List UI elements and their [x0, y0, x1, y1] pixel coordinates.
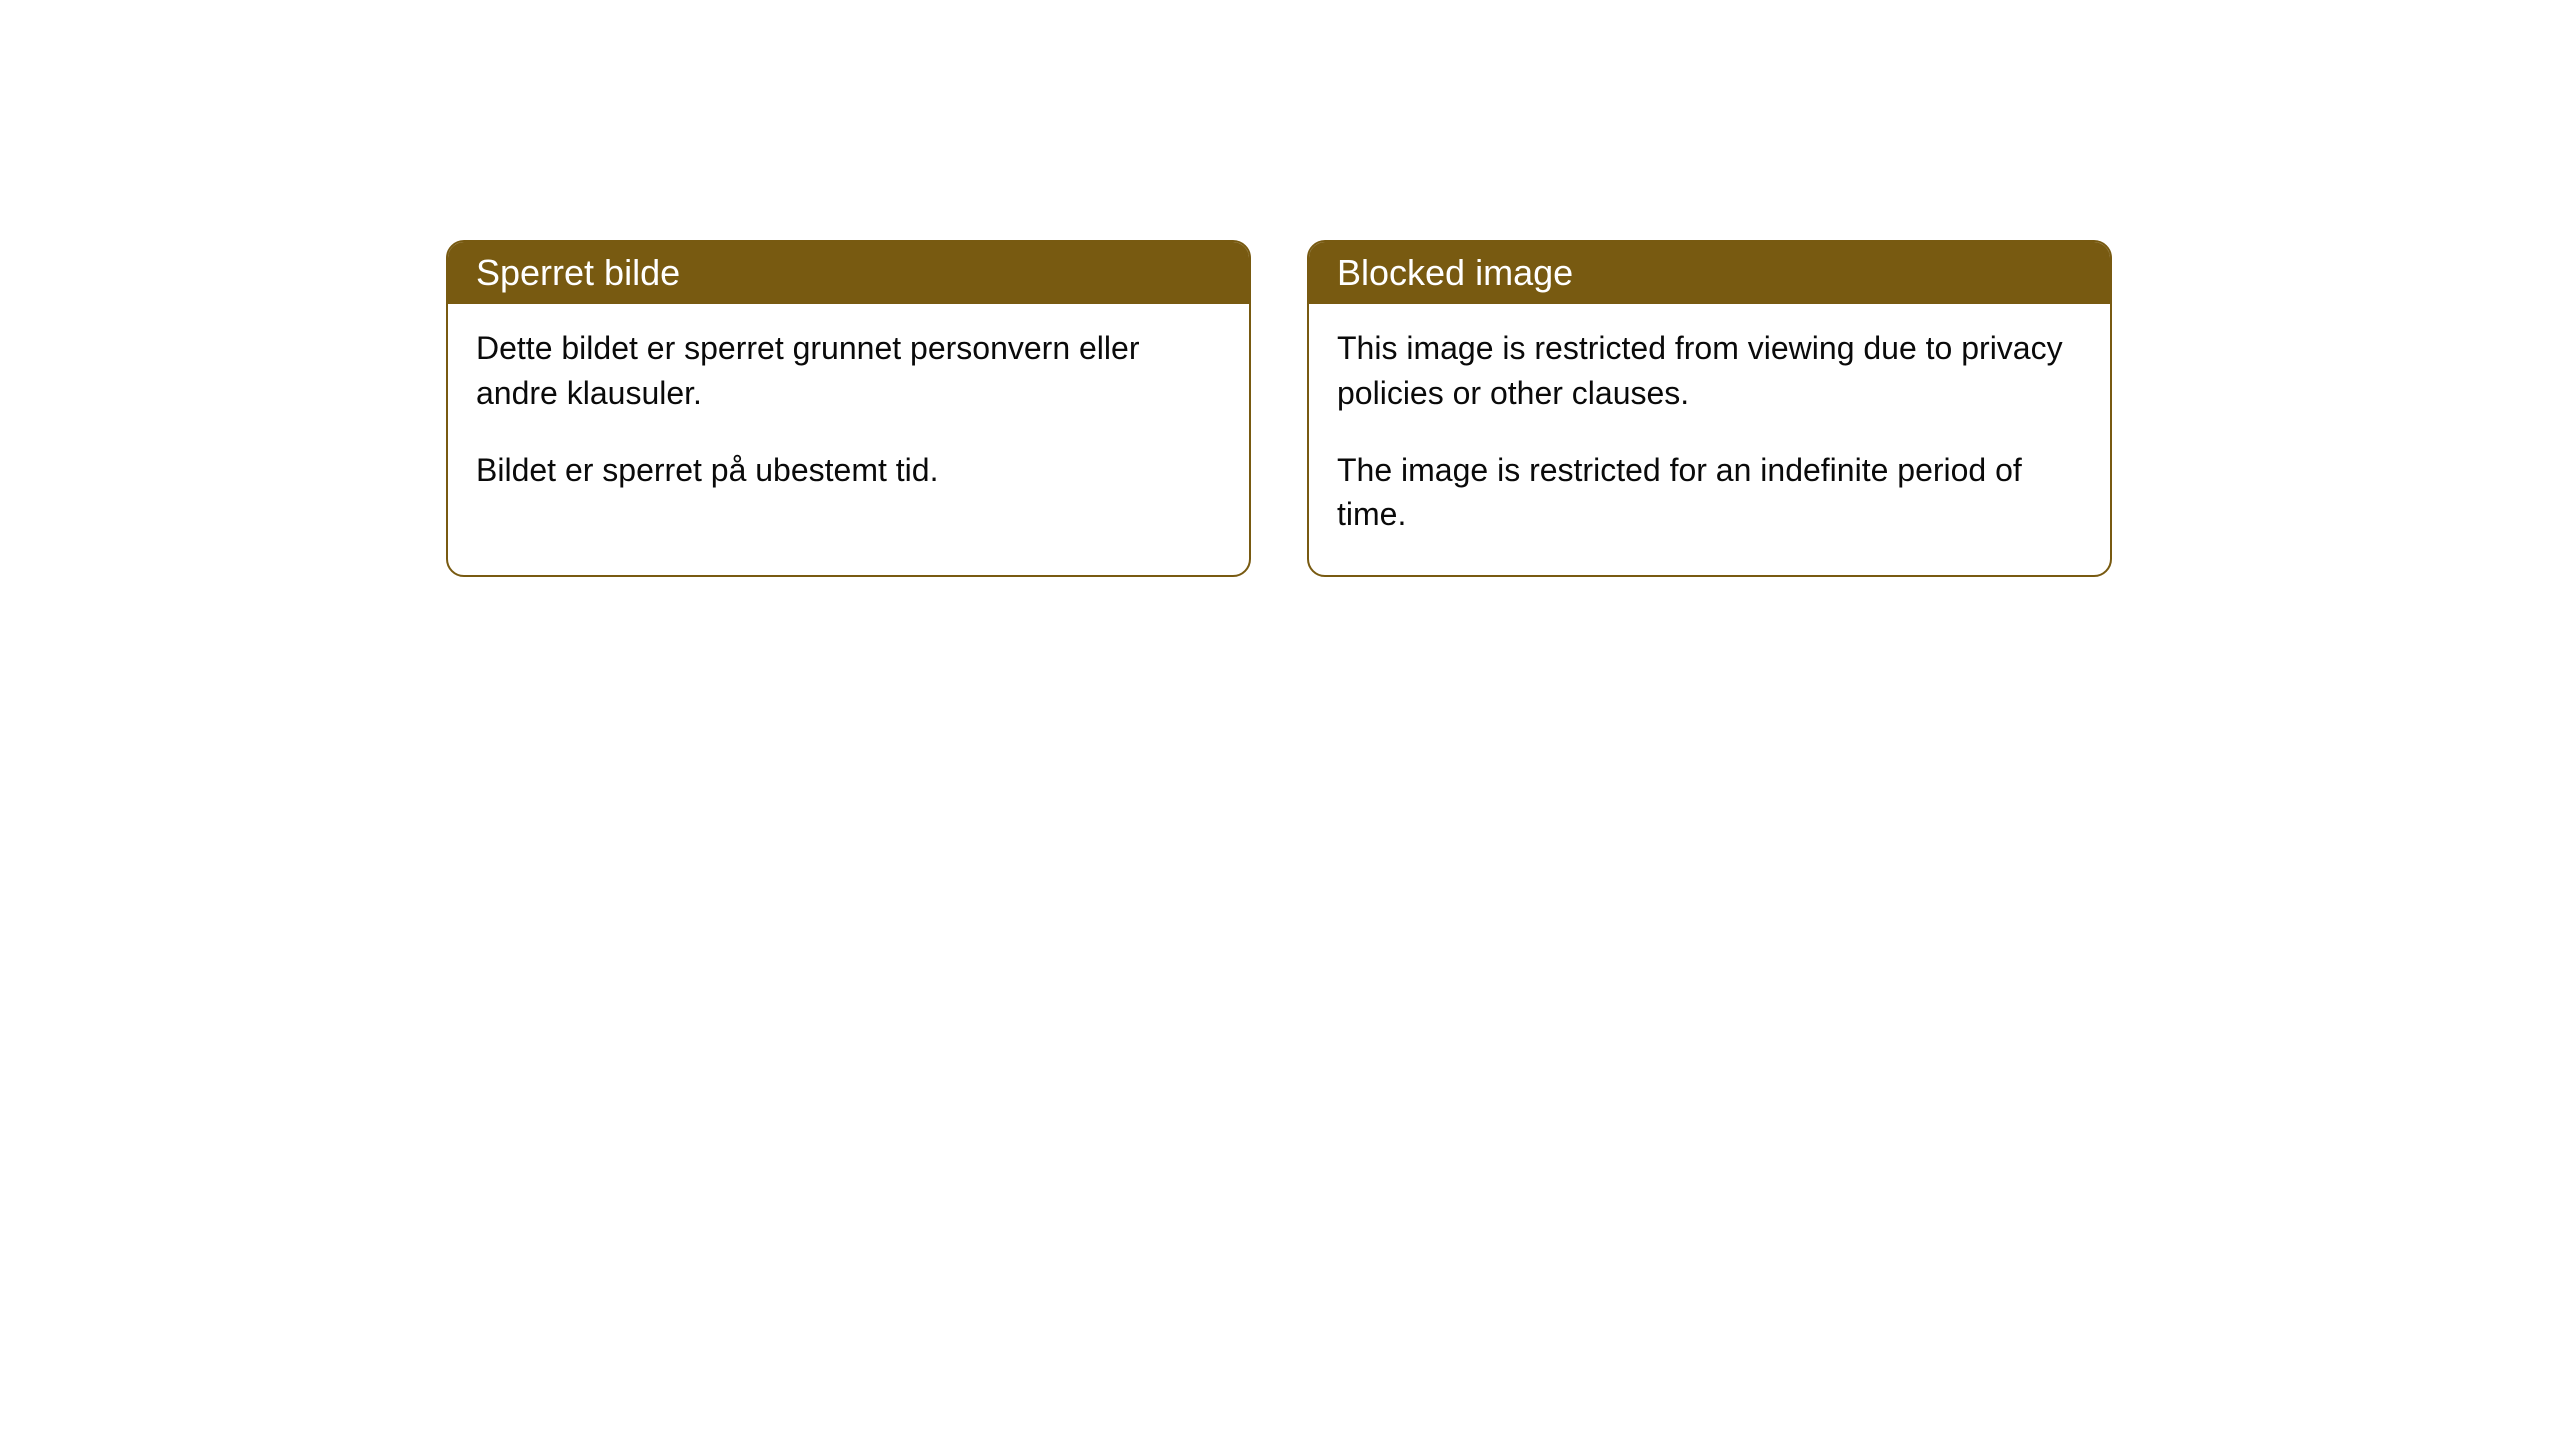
notice-card-english: Blocked image This image is restricted f… — [1307, 240, 2112, 577]
card-paragraph: This image is restricted from viewing du… — [1337, 326, 2082, 416]
card-paragraph: Bildet er sperret på ubestemt tid. — [476, 448, 1221, 493]
card-header: Blocked image — [1309, 242, 2110, 304]
card-header: Sperret bilde — [448, 242, 1249, 304]
notice-card-norwegian: Sperret bilde Dette bildet er sperret gr… — [446, 240, 1251, 577]
notice-cards-container: Sperret bilde Dette bildet er sperret gr… — [446, 240, 2112, 577]
card-title: Blocked image — [1337, 252, 1573, 293]
card-title: Sperret bilde — [476, 252, 680, 293]
card-body: This image is restricted from viewing du… — [1309, 304, 2110, 575]
card-paragraph: Dette bildet er sperret grunnet personve… — [476, 326, 1221, 416]
card-paragraph: The image is restricted for an indefinit… — [1337, 448, 2082, 538]
card-body: Dette bildet er sperret grunnet personve… — [448, 304, 1249, 530]
